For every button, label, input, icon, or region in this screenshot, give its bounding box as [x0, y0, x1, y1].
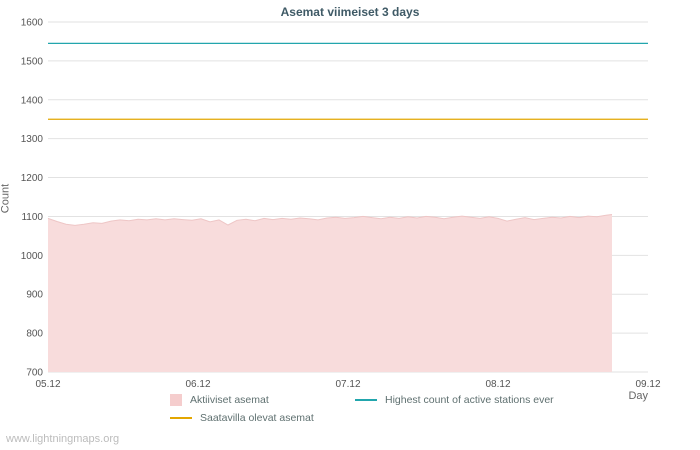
y-tick-label: 1400	[21, 95, 44, 106]
area-series-edge	[47, 214, 613, 226]
x-tick-label: 09.12	[635, 379, 660, 390]
x-tick-label: 07.12	[335, 379, 360, 390]
legend-swatch-line	[355, 399, 377, 401]
x-tick-label: 05.12	[35, 379, 60, 390]
x-axis-label: Day	[628, 390, 648, 402]
y-tick-label: 1000	[21, 251, 44, 262]
watermark-text: www.lightningmaps.org	[6, 433, 120, 445]
y-tick-label: 1500	[21, 56, 44, 67]
legend-label: Aktiiviset asemat	[190, 394, 269, 406]
chart-plot: 700 800 900 1000 1100 1200 1300 1400 1500 1600 05.…	[21, 18, 661, 391]
x-tick-label: 06.12	[185, 379, 210, 390]
legend-label: Saatavilla olevat asemat	[200, 412, 314, 424]
y-tick-label: 1600	[21, 18, 44, 29]
chart-legend: Aktiiviset asemat Highest count of active…	[170, 394, 554, 424]
chart-title: Asemat viimeiset 3 days	[280, 5, 420, 19]
legend-label: Highest count of active stations ever	[385, 394, 554, 406]
legend-item: Saatavilla olevat asemat	[170, 412, 355, 424]
y-tick-label: 900	[26, 290, 43, 301]
y-tick-label: 1300	[21, 134, 44, 145]
legend-item: Highest count of active stations ever	[355, 394, 554, 406]
y-tick-label: 700	[26, 368, 43, 379]
y-tick-label: 800	[26, 329, 43, 340]
legend-swatch-line	[170, 417, 192, 419]
legend-swatch-area	[170, 394, 182, 406]
y-tick-label: 1200	[21, 173, 44, 184]
area-series	[48, 214, 612, 372]
y-tick-label: 1100	[21, 212, 43, 223]
legend-item: Aktiiviset asemat	[170, 394, 355, 406]
x-tick-label: 08.12	[485, 379, 510, 390]
